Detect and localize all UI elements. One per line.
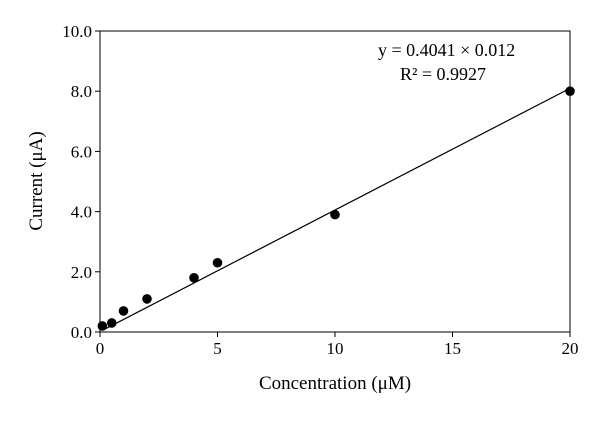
data-point [330,209,340,220]
y-axis-title: Current (μA) [26,131,47,230]
x-tick-label: 20 [562,339,579,358]
y-tick-label: 6.0 [71,142,92,161]
data-point [106,318,117,328]
r-squared-label: R² = 0.9927 [400,64,486,84]
data-point [212,257,223,268]
x-tick-label: 5 [213,339,222,358]
plot-frame [99,30,571,333]
y-tick-label: 8.0 [71,82,92,101]
y-tick-label: 0.0 [71,323,92,342]
data-point [97,321,108,331]
y-tick-label: 4.0 [71,203,92,222]
y-tick-label: 2.0 [71,263,92,282]
data-point [565,86,575,96]
x-axis-ticks: 0 5 10 15 20 [96,332,579,358]
x-tick-label: 10 [327,339,344,358]
y-tick-label: 10.0 [62,22,92,41]
x-tick-label: 0 [96,339,105,358]
data-point [142,294,152,304]
fit-line-group [104,87,571,330]
data-point [118,306,129,316]
data-points [97,86,575,331]
data-point [189,273,199,283]
x-axis-title: Concentration (μM) [259,373,411,394]
y-axis-ticks: 0.0 2.0 4.0 6.0 8.0 10.0 [62,22,100,342]
x-tick-label: 15 [444,339,461,358]
fit-equation: y = 0.4041 × 0.012 [378,40,515,60]
fit-line [104,87,571,330]
